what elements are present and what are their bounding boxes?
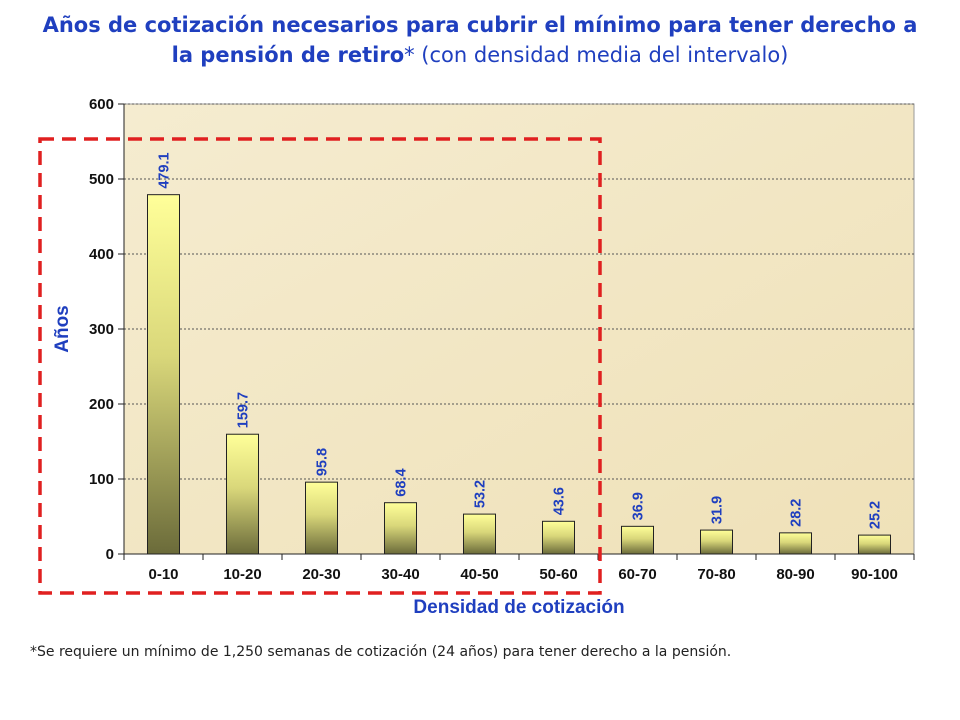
value-label: 95.8: [315, 448, 331, 476]
y-tick-label: 300: [89, 321, 114, 338]
bars: [147, 194, 891, 555]
value-label: 28.2: [789, 499, 805, 527]
bar-90-100: [858, 534, 891, 555]
x-tick-label: 20-30: [302, 566, 340, 583]
y-tick-label: 400: [89, 246, 114, 263]
chart-title: Años de cotización necesarios para cubri…: [40, 10, 920, 70]
y-tick-label: 200: [89, 396, 114, 413]
bar-60-70: [621, 525, 654, 555]
value-label: 31.9: [710, 496, 726, 524]
x-tick-label: 70-80: [697, 566, 735, 583]
y-tick-labels: 0 100 200 300 400 500 600: [89, 96, 114, 563]
x-tick-label: 80-90: [776, 566, 814, 583]
value-label: 43.6: [552, 487, 568, 515]
value-label: 479.1: [157, 152, 173, 188]
x-tick-label: 10-20: [223, 566, 261, 583]
axes: [118, 103, 915, 560]
bar-10-20: [226, 433, 259, 555]
x-tick-label: 0-10: [148, 566, 178, 583]
value-label: 25.2: [868, 501, 884, 529]
value-label: 36.9: [631, 492, 647, 520]
chart-title-normal: * (con densidad media del intervalo): [404, 43, 789, 67]
value-labels: 479.1 159.7 95.8 68.4 53.2 43.6 36.9 31.9 28.2 25…: [157, 152, 884, 529]
x-tick-label: 40-50: [460, 566, 498, 583]
x-tick-label: 60-70: [618, 566, 656, 583]
bar-80-90: [779, 532, 812, 555]
bar-50-60: [542, 520, 575, 555]
bar-0-10: [147, 194, 180, 555]
bar-30-40: [384, 502, 417, 555]
bar-20-30: [305, 481, 338, 555]
value-label: 53.2: [473, 480, 489, 508]
y-tick-label: 600: [89, 96, 114, 113]
x-tick-label: 50-60: [539, 566, 577, 583]
x-tick-label: 30-40: [381, 566, 419, 583]
y-axis-title: Años: [52, 305, 73, 353]
x-axis-title: Densidad de cotización: [413, 597, 624, 618]
y-tick-label: 100: [89, 471, 114, 488]
y-tick-label: 500: [89, 171, 114, 188]
chart-title-bold: Años de cotización necesarios para cubri…: [42, 13, 918, 67]
y-tick-label: 0: [106, 546, 114, 563]
x-tick-labels: 0-10 10-20 20-30 30-40 40-50 50-60 60-70 70-80 8…: [148, 566, 897, 583]
bar-40-50: [463, 513, 496, 555]
x-tick-label: 90-100: [851, 566, 898, 583]
value-label: 68.4: [394, 468, 410, 496]
value-label: 159.7: [236, 392, 252, 428]
footnote: *Se requiere un mínimo de 1,250 semanas …: [30, 644, 732, 660]
bar-70-80: [700, 529, 733, 555]
